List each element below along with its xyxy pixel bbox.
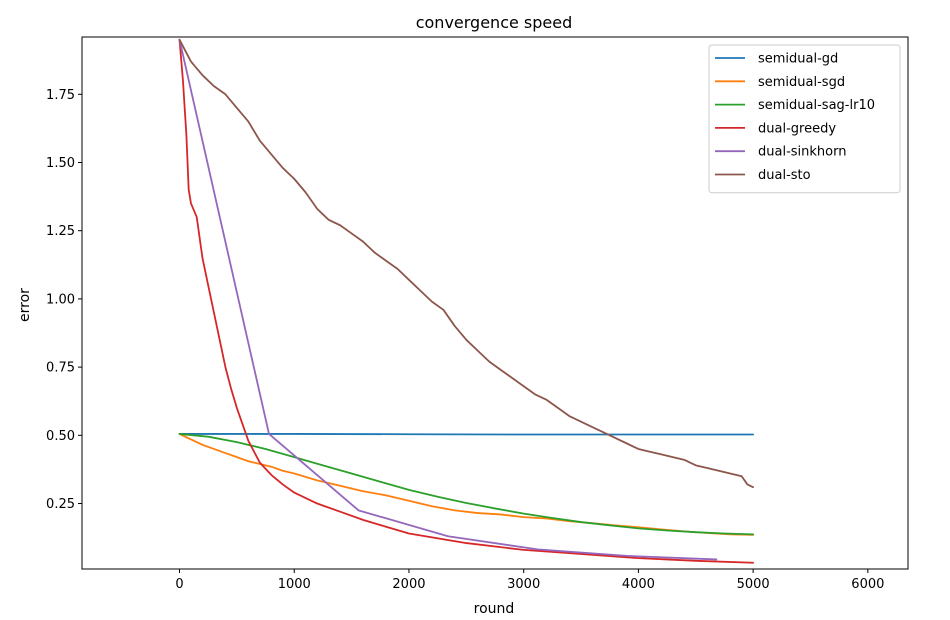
y-axis-label: error (17, 288, 33, 322)
legend-label-semidual-sag-lr10: semidual-sag-lr10 (758, 98, 875, 113)
x-axis: 0 1000 2000 3000 4000 5000 6000 (175, 569, 884, 592)
series-line-dual-sto (178, 38, 755, 489)
x-tick-label: 1000 (278, 577, 311, 592)
x-axis-label: round (474, 601, 515, 617)
x-tick-label: 4000 (622, 577, 655, 592)
x-tick-label: 0 (175, 577, 183, 592)
legend-label-dual-sinkhorn: dual-sinkhorn (758, 145, 846, 160)
plot-frame (81, 36, 909, 570)
y-tick-label: 1.00 (46, 292, 75, 307)
y-tick-label: 0.50 (46, 429, 75, 444)
y-axis: 0.25 0.50 0.75 1.00 1.25 1.50 1.75 (46, 88, 82, 512)
legend-label-semidual-sgd: semidual-sgd (758, 75, 845, 90)
y-tick-label: 0.25 (46, 497, 75, 512)
legend-box (708, 44, 901, 194)
legend: semidual-gd semidual-sgd semidual-sag-lr10… (708, 44, 901, 194)
series-line-dual-greedy (178, 38, 755, 564)
x-tick-label: 3000 (507, 577, 540, 592)
series-line-dual-sinkhorn (178, 38, 718, 561)
y-tick-label: 1.50 (46, 156, 75, 171)
y-tick-label: 1.75 (46, 88, 75, 103)
x-tick-label: 6000 (851, 577, 884, 592)
series-line-semidual-gd (178, 433, 755, 436)
legend-label-dual-sto: dual-sto (758, 168, 811, 183)
series-line-semidual-sgd (178, 433, 755, 536)
chart-title: convergence speed (416, 13, 573, 32)
y-tick-label: 1.25 (46, 224, 75, 239)
legend-label-dual-greedy: dual-greedy (758, 121, 836, 136)
x-tick-label: 2000 (392, 577, 425, 592)
x-tick-label: 5000 (737, 577, 770, 592)
series-line-semidual-sag-lr10 (178, 433, 755, 536)
y-tick-label: 0.75 (46, 361, 75, 376)
plot-series-group (178, 38, 755, 564)
legend-label-semidual-gd: semidual-gd (758, 52, 838, 67)
